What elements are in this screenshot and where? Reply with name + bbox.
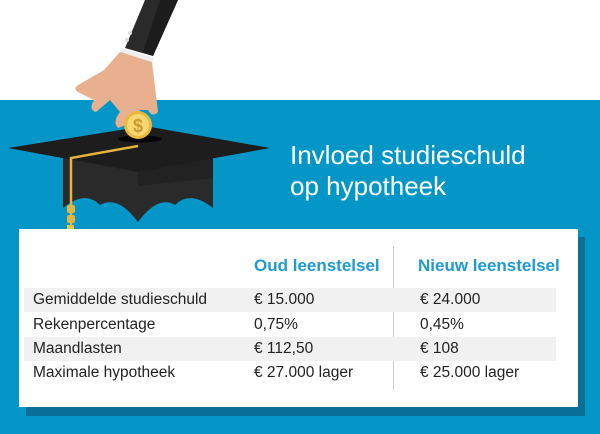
- oud-value: € 15.000: [254, 291, 315, 308]
- page-title: Invloed studieschuld op hypotheek: [290, 140, 526, 202]
- table-row: Gemiddelde studieschuld € 15.000 € 24.00…: [24, 288, 556, 312]
- nieuw-value: € 108: [420, 340, 459, 357]
- title-line-1: Invloed studieschuld: [290, 140, 526, 170]
- column-divider: [393, 246, 394, 390]
- row-label: Maandlasten: [33, 340, 122, 357]
- table-row: Rekenpercentage 0,75% 0,45%: [24, 313, 556, 337]
- nieuw-value: € 25.000 lager: [420, 364, 520, 381]
- table-row: Maandlasten € 112,50 € 108: [24, 337, 556, 361]
- header-oud-leenstelsel: Oud leenstelsel: [254, 256, 380, 275]
- table-row: Maximale hypotheek € 27.000 lager € 25.0…: [24, 361, 556, 385]
- comparison-table: Oud leenstelsel Nieuw leenstelsel Gemidd…: [19, 229, 578, 407]
- coin-dollar-icon: $: [124, 111, 152, 139]
- svg-text:$: $: [133, 116, 143, 136]
- oud-value: 0,75%: [254, 316, 298, 333]
- illustration: $: [8, 0, 270, 283]
- row-label: Rekenpercentage: [33, 316, 156, 333]
- oud-value: € 27.000 lager: [254, 364, 354, 381]
- row-label: Maximale hypotheek: [33, 364, 176, 381]
- nieuw-value: 0,45%: [420, 316, 464, 333]
- hand-icon: [75, 0, 178, 128]
- nieuw-value: € 24.000: [420, 291, 481, 308]
- title-line-2: op hypotheek: [290, 171, 447, 201]
- header-nieuw-leenstelsel: Nieuw leenstelsel: [418, 256, 560, 275]
- oud-value: € 112,50: [254, 340, 314, 357]
- row-label: Gemiddelde studieschuld: [33, 291, 208, 308]
